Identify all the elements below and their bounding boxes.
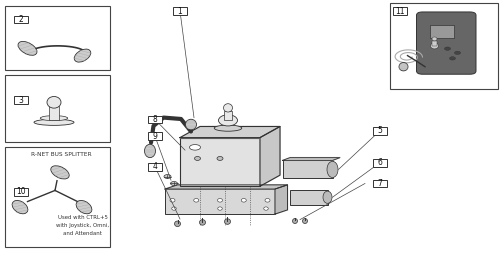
Ellipse shape	[174, 221, 180, 227]
Ellipse shape	[170, 198, 175, 202]
Bar	[290, 190, 328, 205]
Ellipse shape	[224, 104, 232, 112]
Bar	[393, 7, 407, 15]
Ellipse shape	[450, 57, 456, 60]
Ellipse shape	[170, 182, 177, 185]
Polygon shape	[275, 185, 287, 214]
Bar	[5, 147, 110, 247]
Polygon shape	[282, 158, 340, 160]
Ellipse shape	[200, 220, 205, 225]
Bar	[432, 41, 437, 46]
Ellipse shape	[12, 200, 28, 214]
Bar	[373, 180, 387, 187]
Ellipse shape	[454, 51, 460, 54]
Bar	[14, 16, 28, 23]
Bar	[180, 138, 260, 186]
Bar	[49, 106, 59, 120]
Ellipse shape	[34, 119, 74, 125]
Ellipse shape	[218, 198, 222, 202]
Ellipse shape	[302, 219, 308, 224]
Text: 5: 5	[378, 126, 382, 135]
Ellipse shape	[74, 49, 91, 62]
Bar	[373, 159, 387, 167]
Ellipse shape	[214, 125, 242, 131]
Ellipse shape	[430, 43, 438, 49]
Text: 7: 7	[378, 179, 382, 188]
Text: with Joystick, Omni,: with Joystick, Omni,	[56, 223, 109, 228]
Polygon shape	[180, 126, 280, 138]
Bar	[148, 116, 162, 123]
Ellipse shape	[224, 219, 230, 224]
Ellipse shape	[47, 96, 61, 108]
Ellipse shape	[218, 207, 222, 210]
Ellipse shape	[194, 157, 200, 160]
Ellipse shape	[217, 157, 223, 160]
Text: R-NET BUS SPLITTER: R-NET BUS SPLITTER	[31, 152, 92, 157]
Bar	[14, 96, 28, 104]
Text: 6: 6	[378, 158, 382, 167]
Ellipse shape	[18, 41, 37, 55]
Ellipse shape	[327, 161, 338, 178]
Text: and Attendant: and Attendant	[63, 231, 102, 236]
Ellipse shape	[40, 116, 68, 121]
Bar	[165, 189, 275, 214]
Text: 1: 1	[178, 7, 182, 16]
Ellipse shape	[264, 207, 268, 210]
Text: 8: 8	[152, 115, 158, 124]
Ellipse shape	[432, 37, 437, 41]
Ellipse shape	[323, 191, 332, 203]
Text: 10: 10	[16, 187, 26, 196]
Ellipse shape	[444, 47, 450, 50]
Ellipse shape	[172, 207, 176, 210]
Bar	[430, 25, 454, 38]
Text: 4: 4	[152, 162, 158, 171]
Bar	[5, 6, 110, 70]
Bar	[282, 160, 333, 178]
Ellipse shape	[399, 63, 408, 71]
Ellipse shape	[265, 198, 270, 202]
Ellipse shape	[164, 175, 171, 178]
Bar	[5, 75, 110, 142]
Polygon shape	[165, 185, 288, 189]
Bar	[173, 7, 187, 15]
Text: 9: 9	[152, 132, 158, 141]
Ellipse shape	[186, 119, 196, 130]
Bar	[373, 127, 387, 135]
Text: 3: 3	[18, 96, 24, 105]
Ellipse shape	[194, 198, 198, 202]
Bar	[390, 3, 498, 89]
Ellipse shape	[76, 200, 92, 214]
Ellipse shape	[292, 219, 298, 224]
Ellipse shape	[190, 145, 200, 150]
Polygon shape	[260, 126, 280, 186]
Ellipse shape	[241, 198, 246, 202]
Text: Used with CTRL+5: Used with CTRL+5	[58, 215, 108, 220]
Ellipse shape	[144, 144, 156, 158]
Text: 11: 11	[395, 7, 405, 16]
Ellipse shape	[51, 166, 69, 179]
Bar	[148, 132, 162, 140]
Bar	[148, 163, 162, 171]
Bar	[14, 188, 28, 196]
Bar	[224, 111, 232, 120]
Ellipse shape	[218, 115, 238, 126]
Text: 2: 2	[18, 15, 24, 24]
FancyBboxPatch shape	[416, 12, 476, 74]
